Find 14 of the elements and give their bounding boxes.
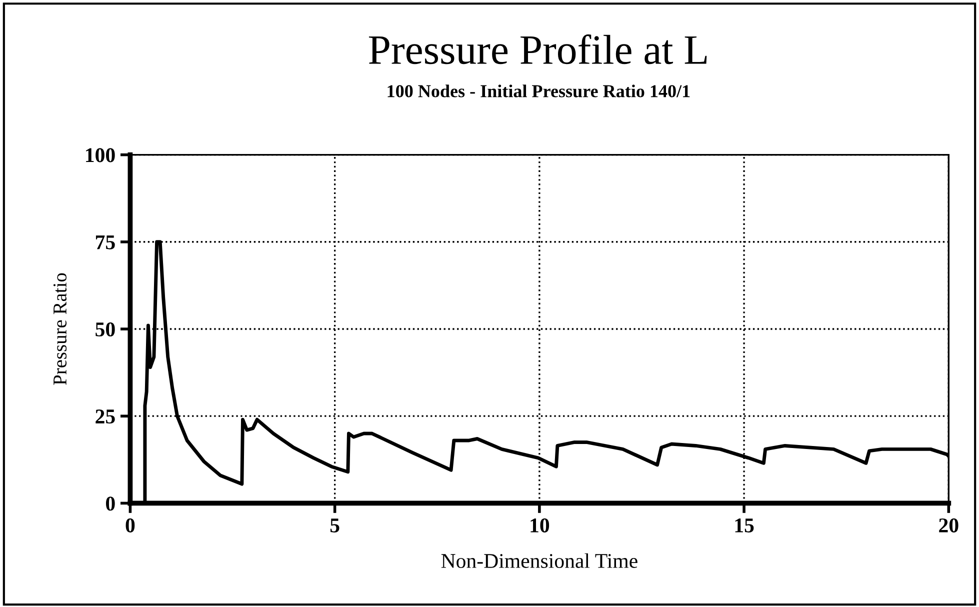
x-axis-title: Non-Dimensional Time bbox=[441, 553, 638, 568]
y-tick-label: 0 bbox=[106, 496, 115, 511]
x-tick-label: 0 bbox=[126, 518, 135, 532]
x-tick-label: 20 bbox=[939, 518, 958, 532]
x-tick-label: 10 bbox=[530, 518, 550, 532]
chart-title: Pressure Profile at L bbox=[368, 34, 707, 64]
y-tick-label: 50 bbox=[96, 322, 115, 336]
y-axis-title: Pressure Ratio bbox=[53, 273, 67, 385]
chart-subtitle: 100 Nodes - Initial Pressure Ratio 140/1 bbox=[388, 84, 690, 98]
x-tick-label: 5 bbox=[330, 518, 340, 532]
y-tick-label: 75 bbox=[96, 235, 115, 250]
x-tick-label: 15 bbox=[735, 518, 754, 532]
y-tick-label: 100 bbox=[86, 148, 115, 162]
y-tick-label: 25 bbox=[96, 410, 115, 424]
